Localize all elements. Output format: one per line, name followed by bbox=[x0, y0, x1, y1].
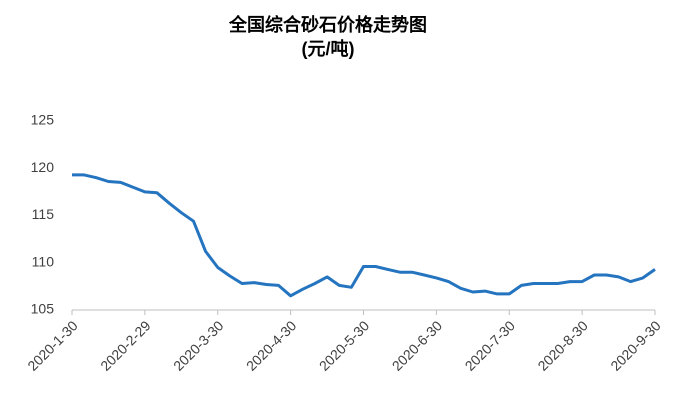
x-tick-label: 2020-5-30 bbox=[316, 317, 373, 374]
chart-title: 全国综合砂石价格走势图 bbox=[228, 14, 427, 35]
y-tick-label: 125 bbox=[31, 112, 55, 128]
x-tick-label: 2020-3-30 bbox=[170, 317, 227, 374]
x-tick-label: 2020-8-30 bbox=[534, 317, 591, 374]
data-line bbox=[72, 173, 656, 298]
x-tick-label: 2020-2-29 bbox=[97, 317, 154, 374]
x-tick-label: 2020-7-30 bbox=[462, 317, 519, 374]
y-tick-label: 120 bbox=[31, 159, 55, 175]
y-tick-label: 115 bbox=[32, 206, 55, 222]
chart-subtitle: (元/吨) bbox=[302, 38, 355, 59]
y-tick-label: 110 bbox=[32, 253, 55, 269]
x-tick-label: 2020-1-30 bbox=[24, 317, 81, 374]
x-tick-label: 2020-9-30 bbox=[607, 317, 664, 374]
y-tick-label: 105 bbox=[31, 301, 55, 317]
x-tick-label: 2020-6-30 bbox=[389, 317, 446, 374]
x-tick-label: 2020-4-30 bbox=[243, 317, 300, 374]
